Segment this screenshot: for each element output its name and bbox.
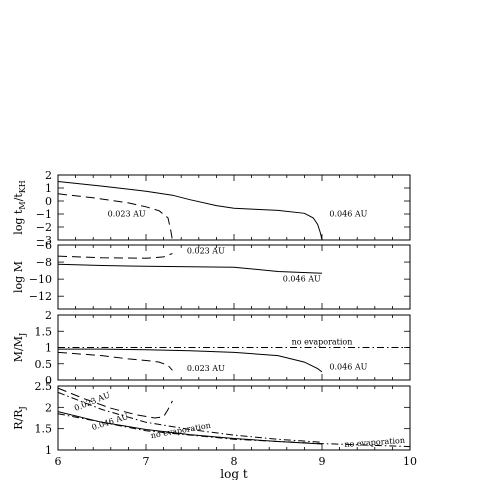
y-tick-label: 2.5 bbox=[35, 380, 53, 393]
annotation-label: 0.046 AU bbox=[283, 275, 321, 284]
y-tick-label: −10 bbox=[29, 273, 52, 286]
y-tick-label: 1 bbox=[45, 444, 52, 457]
y-tick-label: −2 bbox=[36, 221, 52, 234]
annotation-label: no evaporation bbox=[292, 337, 353, 346]
y-tick-label: 2 bbox=[45, 169, 52, 182]
panel-frame bbox=[57, 174, 411, 241]
x-tick-label: 7 bbox=[143, 455, 150, 468]
annotation-label: no evaporation bbox=[344, 436, 405, 449]
x-tick-label: 6 bbox=[55, 455, 62, 468]
y-tick-label: −3 bbox=[36, 234, 52, 247]
y-tick-label: −8 bbox=[36, 256, 52, 269]
series-line-3 bbox=[57, 351, 173, 371]
y-tick-label: 1 bbox=[45, 182, 52, 195]
y-tick-label: −6 bbox=[36, 239, 52, 252]
panel-2: −6 −8 −10 −12 log M 0.023 AU 0.046 AU bbox=[12, 239, 411, 310]
series-line-1 bbox=[57, 387, 173, 419]
y-axis-label: log tM/tKH bbox=[12, 180, 27, 234]
annotation-label: 0.046 AU bbox=[329, 210, 367, 219]
panel-frame bbox=[57, 244, 411, 310]
y-tick-label: 0 bbox=[45, 195, 52, 208]
x-axis-label: log t bbox=[220, 467, 248, 480]
y-label-sub2: KH bbox=[18, 180, 27, 193]
y-tick-label: 0.5 bbox=[35, 358, 53, 371]
y-label-main2: t bbox=[12, 193, 25, 198]
y-label-main: M/M bbox=[12, 336, 25, 362]
x-tick-label: 8 bbox=[231, 455, 238, 468]
series-line-1 bbox=[57, 181, 323, 241]
panel-4: 2.5 2 1.5 1 R/RJ 6 7 8 9 10 log t 0.023 AU0.046 AU n… bbox=[12, 380, 417, 480]
series-line-2 bbox=[57, 391, 323, 443]
y-label-sub: M bbox=[18, 201, 27, 209]
annotation-label: 0.023 AU bbox=[187, 364, 225, 373]
y-tick-label: −1 bbox=[36, 208, 52, 221]
series-line-1 bbox=[57, 253, 173, 259]
annotation-label: 0.023 AU bbox=[187, 247, 225, 256]
y-label-slash: / bbox=[12, 197, 25, 201]
series-line-4 bbox=[57, 413, 411, 448]
series-line-2 bbox=[58, 348, 323, 373]
y-tick-label: 1.5 bbox=[35, 423, 53, 436]
y-tick-label: 2 bbox=[45, 401, 52, 414]
y-tick-label: 1 bbox=[45, 342, 52, 355]
annotation-label: 0.023 AU bbox=[73, 390, 112, 413]
y-axis-label: M/MJ bbox=[12, 333, 27, 362]
y-label-main: log t bbox=[12, 209, 25, 235]
series-line-2 bbox=[57, 263, 323, 274]
y-axis-label: log M bbox=[12, 261, 25, 293]
annotation-label: 0.046 AU bbox=[91, 412, 130, 432]
y-axis-label: R/RJ bbox=[12, 406, 27, 430]
annotation-label: 0.023 AU bbox=[108, 210, 146, 219]
x-tick-label: 10 bbox=[403, 455, 417, 468]
y-label-sub: J bbox=[18, 333, 27, 337]
panel-1: 210−1−2−3 log tM/tKH 0.023 AU 0.046 AU bbox=[12, 169, 411, 247]
annotation-label: no evaporation bbox=[150, 421, 211, 440]
y-tick-label: 1.5 bbox=[35, 325, 53, 338]
y-tick-label: 2 bbox=[45, 309, 52, 322]
y-label-sub: J bbox=[18, 406, 27, 410]
y-tick-label: −12 bbox=[29, 290, 52, 303]
annotation-label: 0.046 AU bbox=[329, 362, 367, 371]
y-label-main: R/R bbox=[12, 409, 25, 430]
y-tick-label: 0 bbox=[45, 374, 52, 387]
x-tick-label: 9 bbox=[319, 455, 326, 468]
